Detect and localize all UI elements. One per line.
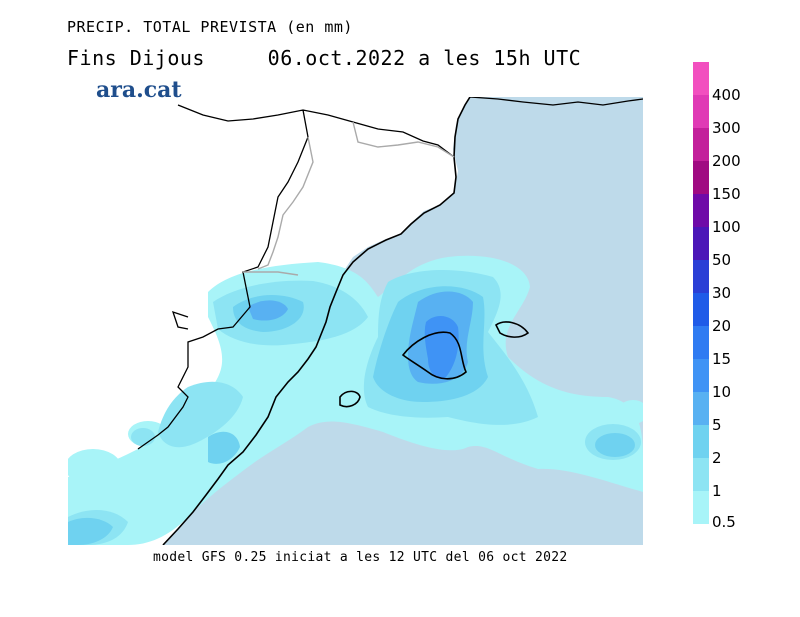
legend-swatch-10: [693, 359, 709, 392]
coastline: [162, 97, 471, 545]
legend-swatch-300: [693, 95, 709, 128]
map-title: PRECIP. TOTAL PREVISTA (en mm): [67, 18, 353, 36]
legend-swatch-400: [693, 62, 709, 95]
legend-label-30: 30: [712, 284, 732, 302]
precip-10-area: [424, 315, 459, 379]
legend-label-20: 20: [712, 317, 732, 335]
legend-swatch-5: [693, 392, 709, 425]
legend-label-300: 300: [712, 119, 741, 137]
small-island-outline-2: [339, 390, 361, 408]
legend-label-200: 200: [712, 152, 741, 170]
model-info-footer: model GFS 0.25 iniciat a les 12 UTC del …: [153, 550, 568, 565]
island-outline: [401, 331, 467, 380]
legend-swatch-30: [693, 260, 709, 293]
brand-logo[interactable]: ara.cat: [96, 77, 182, 103]
legend-swatch-1: [693, 458, 709, 491]
legend-swatch-50: [693, 227, 709, 260]
legend-swatch-150: [693, 161, 709, 194]
legend-label-150: 150: [712, 185, 741, 203]
legend-label-400: 400: [712, 86, 741, 104]
legend-label-10: 10: [712, 383, 732, 401]
legend-swatch-20: [693, 293, 709, 326]
legend-label-100: 100: [712, 218, 741, 236]
legend-label-15: 15: [712, 350, 732, 368]
legend-label-2: 2: [712, 449, 722, 467]
legend-label-1: 1: [712, 482, 722, 500]
legend-swatch-0.5: [693, 491, 709, 524]
map-subtitle: Fins Dijous 06.oct.2022 a les 15h UTC: [67, 46, 582, 70]
legend-label-50: 50: [712, 251, 732, 269]
legend-label-0.5: 0.5: [712, 513, 736, 531]
region-border-grey: [243, 121, 455, 276]
legend-swatch-100: [693, 194, 709, 227]
legend-swatch-2: [693, 425, 709, 458]
legend-label-5: 5: [712, 416, 722, 434]
border-lines: [137, 97, 643, 450]
legend-swatch-15: [693, 326, 709, 359]
precipitation-map: [68, 97, 643, 545]
small-island-outline: [494, 321, 530, 338]
legend-swatch-200: [693, 128, 709, 161]
